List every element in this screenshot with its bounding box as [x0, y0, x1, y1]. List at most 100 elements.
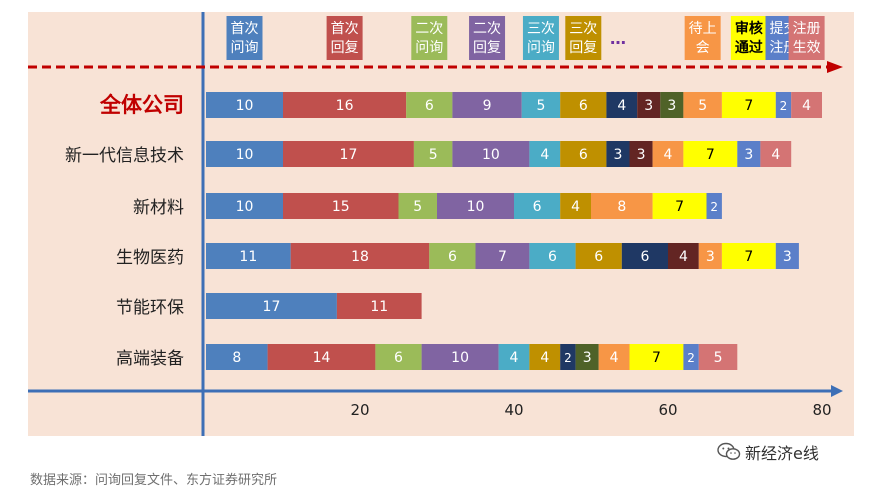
bar-value-label: 5: [536, 98, 545, 114]
bar-value-label: 15: [332, 199, 350, 215]
bar-segment: [591, 193, 653, 219]
bar-value-label: 4: [617, 98, 626, 114]
bar-segment: [629, 141, 653, 167]
bar-segment: [267, 344, 376, 370]
bar-segment: [206, 243, 291, 269]
stage-header-box: [684, 16, 721, 60]
bar-segment: [560, 344, 576, 370]
chart-panel: 20 40 60 80 首次 问询 首次 回复 二次 问询 二次 回复 三次 问询 三次 回复… 待上会审核 通过…: [28, 12, 854, 436]
category-label: 全体公司: [99, 93, 184, 117]
bar-segment: [283, 141, 414, 167]
stage-header-label: 回复: [569, 39, 597, 56]
bar-segment: [283, 92, 407, 118]
bar-value-label: 8: [617, 199, 626, 215]
bar-segment: [206, 92, 283, 118]
bar-segment: [575, 243, 622, 269]
bar-segment: [698, 243, 722, 269]
bar-segment: [621, 243, 668, 269]
bar-segment: [206, 141, 283, 167]
bar-value-label: 3: [644, 98, 653, 114]
bar-segment: [498, 344, 530, 370]
watermark-label: 新经济e线: [745, 444, 819, 463]
bar-value-label: 10: [482, 147, 500, 163]
bar-value-label: 6: [394, 350, 403, 366]
bar-value-label: 4: [802, 98, 811, 114]
bar-segment: [560, 92, 607, 118]
bar-segment: [683, 141, 738, 167]
x-tick-label: 40: [504, 401, 523, 419]
stage-header-label: 问询: [415, 40, 443, 56]
bar-segment: [606, 141, 630, 167]
stage-header-box: [730, 16, 767, 60]
bar-segment: [475, 243, 530, 269]
bar-value-label: 4: [664, 147, 673, 163]
bar-value-label: 10: [467, 199, 485, 215]
bar-segment: [560, 193, 591, 219]
bar-value-label: 10: [236, 98, 254, 114]
stage-header-label: 注册: [793, 21, 821, 37]
bar-value-label: 10: [236, 199, 254, 215]
bar-value-label: 7: [652, 350, 661, 366]
bar-value-label: 3: [744, 147, 753, 163]
stage-header-label: 问询: [231, 40, 259, 56]
stage-header-label: 审核: [735, 20, 763, 37]
timeline-arrow-head: [827, 61, 843, 73]
x-tick-label: 80: [812, 401, 831, 419]
x-tick-label: 60: [658, 401, 677, 419]
bar-value-label: 18: [351, 249, 369, 265]
bar-segment: [529, 141, 561, 167]
stage-header-box: [326, 16, 363, 60]
bar-value-label: 6: [448, 249, 457, 265]
bar-value-label: 9: [483, 98, 492, 114]
bar-value-label: 10: [451, 350, 469, 366]
bar-segment: [683, 344, 699, 370]
bar-value-label: 5: [714, 350, 723, 366]
bar-segment: [429, 243, 476, 269]
category-label: 新一代信息技术: [65, 146, 184, 166]
stage-header-label: 会: [696, 40, 710, 56]
category-label: 节能环保: [116, 298, 184, 318]
bar-segment: [698, 344, 738, 370]
stage-header-label: 首次: [231, 21, 259, 37]
bar-segment: [721, 92, 776, 118]
bar-value-label: 11: [370, 299, 388, 315]
category-label: 新材料: [133, 198, 184, 218]
bar-segment: [521, 92, 561, 118]
bar-value-label: 5: [698, 98, 707, 114]
bar-segment: [775, 92, 792, 118]
stage-header-label: 待上: [689, 21, 717, 37]
bar-segment: [406, 92, 453, 118]
bar-value-label: 6: [594, 249, 603, 265]
bar-segment: [668, 243, 699, 269]
bar-value-label: 3: [667, 98, 676, 114]
watermark: 新经济e线: [717, 440, 819, 464]
stage-header-label: 通过: [735, 39, 763, 56]
stage-header-label: 首次: [331, 21, 359, 37]
bar-value-label: 7: [498, 249, 507, 265]
bar-segment: [598, 344, 630, 370]
bar-segment: [575, 344, 599, 370]
bar-segment: [560, 141, 607, 167]
bar-segment: [283, 193, 399, 219]
bar-segment: [452, 141, 530, 167]
bar-value-label: 10: [236, 147, 254, 163]
bar-segment: [529, 344, 561, 370]
stage-header-box: [522, 16, 559, 60]
bar-value-label: 16: [336, 98, 354, 114]
bar-value-label: 3: [583, 350, 592, 366]
wechat-icon: [717, 442, 741, 460]
bar-value-label: 11: [239, 249, 257, 265]
bar-segment: [336, 293, 422, 319]
stage-header-box: [788, 16, 825, 60]
bar-value-label: 17: [340, 147, 358, 163]
bar-value-label: 6: [548, 249, 557, 265]
x-tick-label: 20: [350, 401, 369, 419]
category-label: 生物医药: [116, 248, 184, 268]
bar-value-label: 5: [413, 199, 422, 215]
bar-segment: [206, 344, 268, 370]
stage-header-label: 回复: [473, 39, 501, 56]
bar-value-label: 7: [675, 199, 684, 215]
bar-segment: [791, 92, 822, 118]
bar-value-label: 14: [313, 350, 331, 366]
bar-value-label: 3: [637, 147, 646, 163]
